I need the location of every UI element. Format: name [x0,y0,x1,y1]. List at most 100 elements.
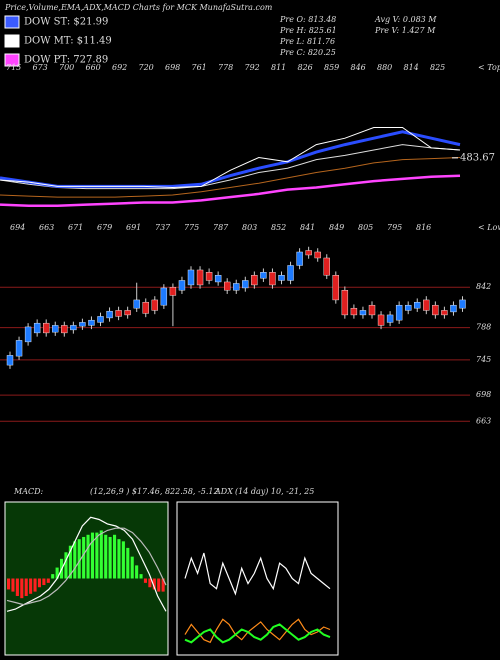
adx-panel [176,501,339,656]
stat: Pre C: 820.25 [279,48,336,57]
top-label: 761 [192,63,207,72]
candle-body [133,299,140,309]
legend-label: DOW PT: 727.89 [24,55,108,66]
candle-body [405,304,412,311]
candle-body [395,304,403,321]
stat: Pre H: 825.61 [279,26,337,35]
candle-body [260,272,267,279]
histogram-bar [148,578,152,588]
candle-body [178,280,186,291]
low-label: 852 [271,223,286,232]
y-tick-label: 663 [476,416,491,425]
candle-body [305,250,312,256]
histogram-bar [143,578,148,583]
histogram-bar [113,534,117,579]
candle-body [386,314,394,323]
low-label: 805 [358,223,373,232]
candle-body [115,310,122,317]
histogram-bar [108,536,112,579]
histogram-bar [77,539,81,579]
candle-body [269,272,276,286]
legend-label: DOW ST: $21.99 [24,17,108,28]
candle-body [223,281,231,291]
low-label: 663 [39,223,54,232]
indicator-line [0,174,461,207]
y-tick-label: 788 [476,323,491,332]
histogram-bar [55,567,59,579]
candle-body [350,307,358,316]
histogram-bar [68,545,72,579]
stat: Pre V: 1.427 M [374,26,436,35]
legend-label: DOW MT: $11.49 [24,36,112,47]
legend-swatch [4,15,20,29]
histogram-bar [46,578,50,583]
y-tick-label: 842 [476,282,491,291]
candle-body [70,325,77,331]
histogram-bar [130,556,134,579]
candle-body [97,316,104,323]
y-tick-label: 745 [476,355,491,364]
histogram-bar [95,532,99,579]
legend-swatch [4,34,20,48]
top-label: 825 [430,63,445,72]
candle-body [432,304,439,316]
histogram-bar [64,552,68,579]
low-label: 737 [155,223,171,232]
candle-body [160,287,168,306]
candle-body [169,286,177,296]
top-label: 792 [245,63,260,72]
low-label: 775 [184,223,199,232]
candle-body [332,275,339,301]
candle-body [414,301,421,309]
histogram-bar [51,574,55,579]
top-label: 692 [112,63,127,72]
candle-body [106,310,113,319]
histogram-bar [161,578,165,592]
indicator-line [0,144,461,190]
candle-body [459,299,466,309]
indicator-line [184,623,331,644]
low-label: 694 [10,223,25,232]
macd-params: (12,26,9 ) $17.46, 822.58, -5.12 [90,487,219,496]
stat: Avg V: 0.083 M [374,15,437,24]
top-label: 811 [271,63,286,72]
candle-body [323,257,330,276]
candle-body [61,325,68,334]
indicator-line [184,618,331,644]
histogram-bar [157,578,161,592]
candle-body [88,319,95,326]
top-label: 814 [404,63,419,72]
top-label: 859 [324,63,339,72]
y-tick-label: 698 [476,390,491,399]
candle-body [450,304,457,313]
top-label: 673 [33,63,48,72]
histogram-bar [33,578,37,592]
low-label: 679 [97,223,112,232]
candle-body [52,325,59,333]
indicator-line [0,127,461,189]
stat: Pre L: 811.76 [279,37,335,46]
candle-body [377,314,385,326]
candle-body [341,289,349,316]
candle-body [233,283,240,291]
adx-params: (14 day) 10, -21, 25 [235,487,314,496]
candle-body [6,355,14,366]
candle-body [43,322,50,334]
candle-body [359,310,367,316]
candle-body [278,275,285,281]
histogram-bar [73,541,77,579]
histogram-bar [121,541,125,579]
stat: Pre O: 813.48 [279,15,336,24]
low-label: 841 [300,223,315,232]
candle-body [423,299,430,311]
top-label: 700 [59,63,74,72]
top-label: 698 [165,63,180,72]
candle-body [441,310,448,316]
low-label: 691 [126,223,141,232]
histogram-bar [37,578,42,588]
histogram-bar [90,532,95,579]
candle-body [251,275,258,286]
legend-swatch [4,53,20,67]
